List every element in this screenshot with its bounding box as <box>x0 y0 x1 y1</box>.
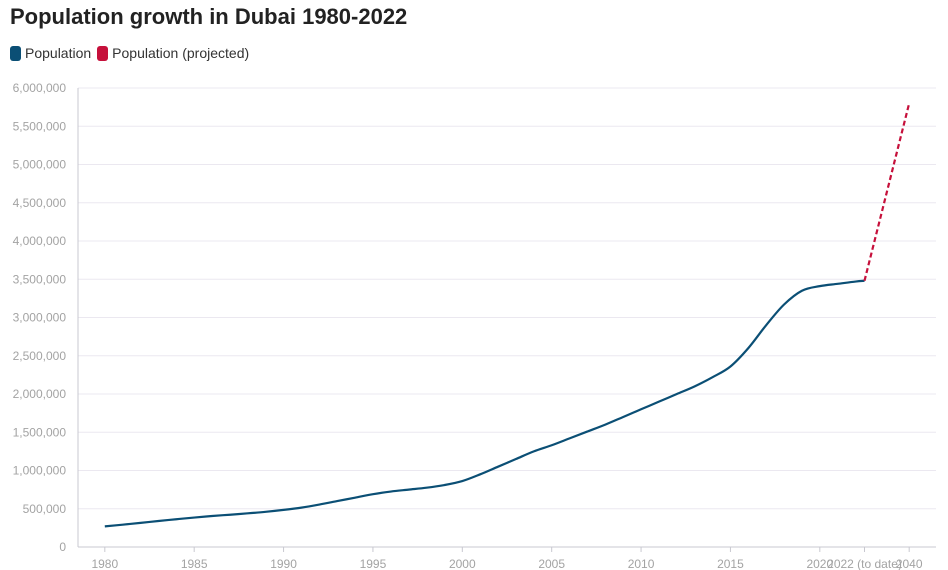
series-line-population <box>104 279 865 528</box>
y-tick-label: 5,500,000 <box>13 119 67 133</box>
y-tick-label: 4,500,000 <box>13 196 67 210</box>
y-tick-label: 2,500,000 <box>13 349 67 363</box>
x-tick-label: 2040 <box>896 557 923 570</box>
x-tick-label: 1980 <box>91 557 118 570</box>
x-tick-label: 2020 <box>806 557 833 570</box>
series-line-population-projected <box>863 103 911 282</box>
y-tick-label: 3,000,000 <box>13 311 67 325</box>
y-tick-label: 6,000,000 <box>13 81 67 95</box>
x-tick-label: 2015 <box>717 557 744 570</box>
y-tick-label: 5,000,000 <box>13 158 67 172</box>
x-tick-label: 1995 <box>360 557 387 570</box>
y-tick-label: 1,000,000 <box>13 464 67 478</box>
y-tick-label: 1,500,000 <box>13 425 67 439</box>
x-tick-label: 2000 <box>449 557 476 570</box>
x-tick-label: 1990 <box>270 557 297 570</box>
chart-title: Population growth in Dubai 1980-2022 <box>10 4 408 29</box>
legend-item-population-projected[interactable]: Population (projected) <box>97 45 249 61</box>
legend-swatch-population <box>10 45 21 61</box>
legend-item-population[interactable]: Population <box>10 45 91 61</box>
y-tick-label: 3,500,000 <box>13 272 67 286</box>
y-tick-label: 0 <box>59 540 66 554</box>
legend-label-population-projected: Population (projected) <box>112 45 250 61</box>
x-tick-label: 2010 <box>628 557 655 570</box>
y-tick-label: 500,000 <box>23 502 67 516</box>
x-tick-label: 2022 (to date) <box>827 557 902 570</box>
legend: Population Population (projected) <box>10 45 255 61</box>
x-tick-label: 2005 <box>538 557 565 570</box>
x-tick-label: 1985 <box>181 557 208 570</box>
y-tick-label: 4,000,000 <box>13 234 67 248</box>
legend-label-population: Population <box>25 45 92 61</box>
y-tick-label: 2,000,000 <box>13 387 67 401</box>
legend-swatch-population-projected <box>97 45 109 61</box>
